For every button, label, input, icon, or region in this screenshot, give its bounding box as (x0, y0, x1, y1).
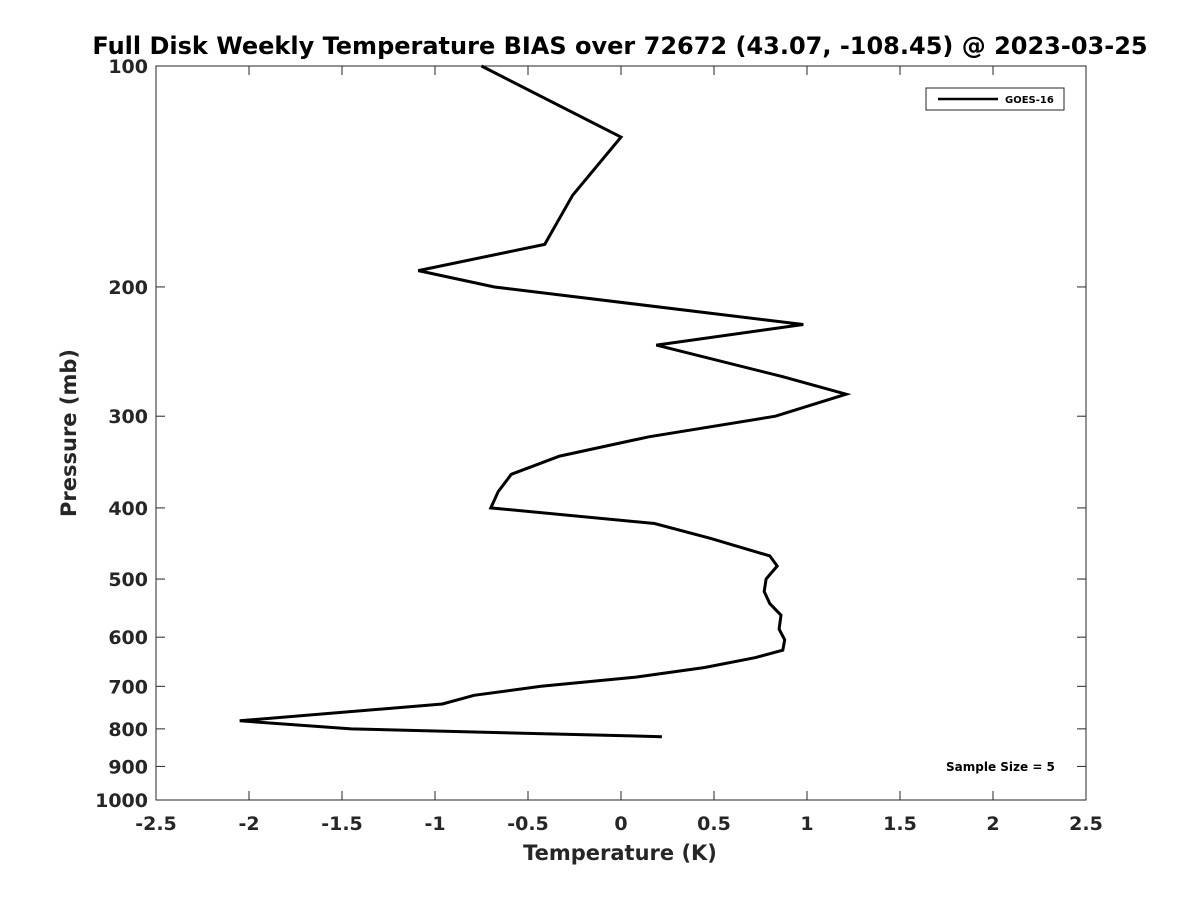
x-tick-label: 1 (800, 813, 813, 835)
x-tick-label: -0.5 (507, 813, 549, 835)
x-axis-label: Temperature (K) (523, 841, 717, 865)
y-tick-label: 900 (108, 756, 148, 778)
x-axis: -2.5 -2 -1.5 -1 -0.5 0 0.5 1 1.5 2 2.5 (135, 66, 1103, 835)
y-tick-label: 500 (108, 569, 148, 591)
x-tick-label: 1.5 (883, 813, 917, 835)
y-axis: 100 200 300 400 500 600 700 800 900 1000 (95, 56, 1086, 812)
x-tick-label: -2 (238, 813, 259, 835)
y-tick-label: 700 (108, 676, 148, 698)
y-tick-label: 1000 (95, 790, 148, 812)
y-tick-label: 600 (108, 627, 148, 649)
y-tick-label: 200 (108, 277, 148, 299)
y-axis-label: Pressure (mb) (57, 349, 81, 517)
series-layer (239, 64, 852, 739)
y-tick-label: 100 (108, 56, 148, 78)
x-tick-label: 2 (986, 813, 999, 835)
x-tick-label: 0.5 (697, 813, 731, 835)
legend-entry-goes16: GOES-16 (1005, 95, 1054, 106)
x-tick-label: 2.5 (1069, 813, 1103, 835)
series-line-goes-16 (239, 64, 852, 739)
x-tick-label: -2.5 (135, 813, 177, 835)
chart-title: Full Disk Weekly Temperature BIAS over 7… (92, 32, 1147, 60)
x-tick-label: -1 (424, 813, 445, 835)
x-tick-label: 0 (614, 813, 627, 835)
sample-size-annotation: Sample Size = 5 (946, 760, 1055, 774)
y-tick-label: 400 (108, 498, 148, 520)
legend: GOES-16 (925, 87, 1065, 111)
x-tick-label: -1.5 (321, 813, 363, 835)
y-tick-label: 800 (108, 719, 148, 741)
y-tick-label: 300 (108, 406, 148, 428)
